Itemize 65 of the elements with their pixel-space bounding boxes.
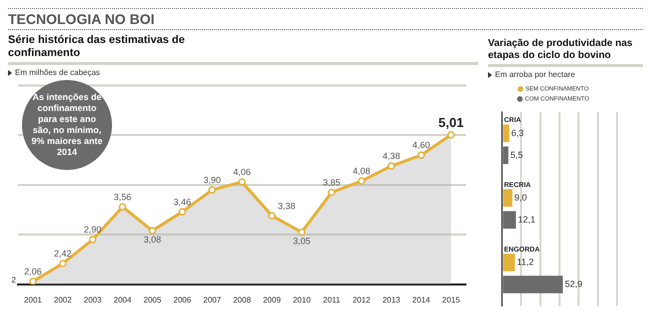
point <box>208 186 216 194</box>
callout-bubble: As intenções de confinamento para este ano são, no mínimo, 9% maiores ante 2014 <box>22 80 112 170</box>
data-label: 4,38 <box>382 151 400 162</box>
point <box>59 260 67 268</box>
bar <box>503 211 516 229</box>
data-label: 3,90 <box>203 174 221 185</box>
point <box>148 226 156 234</box>
x-tick-label: 2012 <box>352 295 371 304</box>
bar <box>503 254 515 272</box>
data-label: 2,06 <box>24 266 42 276</box>
x-tick-label: 2006 <box>173 295 192 304</box>
x-tick-label: 2005 <box>144 295 162 304</box>
point <box>29 278 37 284</box>
data-label: 3,08 <box>144 234 162 245</box>
data-label: 3,46 <box>174 196 192 207</box>
y-axis-title: Em milhões de cabeças <box>15 68 100 77</box>
data-label: 2,42 <box>54 248 72 258</box>
point <box>268 212 276 220</box>
point <box>447 130 455 138</box>
data-label: 5,01 <box>438 114 464 130</box>
data-label: 3,56 <box>114 192 132 202</box>
chart-title: TECNOLOGIA NO BOI <box>8 8 643 30</box>
data-label: 12,1 <box>518 214 536 224</box>
chart-title: Variação de produtividade nas etapas do ciclo do bovino <box>488 38 643 67</box>
x-axis-title: Em arroba por hectare <box>495 70 576 79</box>
data-label: 2,90 <box>84 224 102 235</box>
x-tick-label: 2004 <box>114 295 132 304</box>
text: 2 <box>12 276 17 285</box>
point <box>417 151 425 159</box>
point <box>388 162 396 170</box>
x-tick-label: 2010 <box>292 295 312 304</box>
x-tick-label: 2007 <box>203 295 222 304</box>
point <box>178 208 186 216</box>
data-label: 4,06 <box>233 166 251 177</box>
data-label: 5,5 <box>510 150 523 160</box>
point <box>238 178 246 186</box>
x-tick-label: 2002 <box>54 295 72 304</box>
x-tick-label: 2013 <box>382 295 401 304</box>
bar <box>503 276 563 294</box>
annotation: As intenções de confinamento para este ano são, no mínimo, 9% maiores ante 2014 <box>30 92 104 158</box>
bar <box>503 189 512 207</box>
data-label: 4,60 <box>412 140 430 150</box>
point <box>328 188 336 196</box>
point <box>298 228 306 236</box>
data-label: 4,08 <box>352 166 370 176</box>
data-label: 3,85 <box>322 177 340 188</box>
data-label: 52,9 <box>564 278 582 289</box>
x-tick-label: 2009 <box>262 295 282 304</box>
data-label: 9,0 <box>514 192 527 202</box>
bar <box>503 124 510 142</box>
data-label: 3,38 <box>278 200 296 211</box>
point <box>358 177 366 185</box>
chart-subtitle: Série histórica das estimativas de confinamento <box>8 34 186 60</box>
x-tick-label: 2001 <box>24 295 42 304</box>
x-tick-label: 2015 <box>442 295 461 304</box>
point <box>118 203 126 211</box>
data-label: 11,2 <box>516 257 534 267</box>
x-tick-label: 2003 <box>84 295 102 304</box>
data-label: 6,3 <box>511 128 524 138</box>
x-tick-label: 2008 <box>233 295 252 304</box>
point <box>88 236 96 244</box>
x-tick-label: 2014 <box>412 295 431 304</box>
x-tick-label: 2011 <box>323 295 341 304</box>
data-label: 3,05 <box>292 236 310 246</box>
bar <box>503 146 508 164</box>
